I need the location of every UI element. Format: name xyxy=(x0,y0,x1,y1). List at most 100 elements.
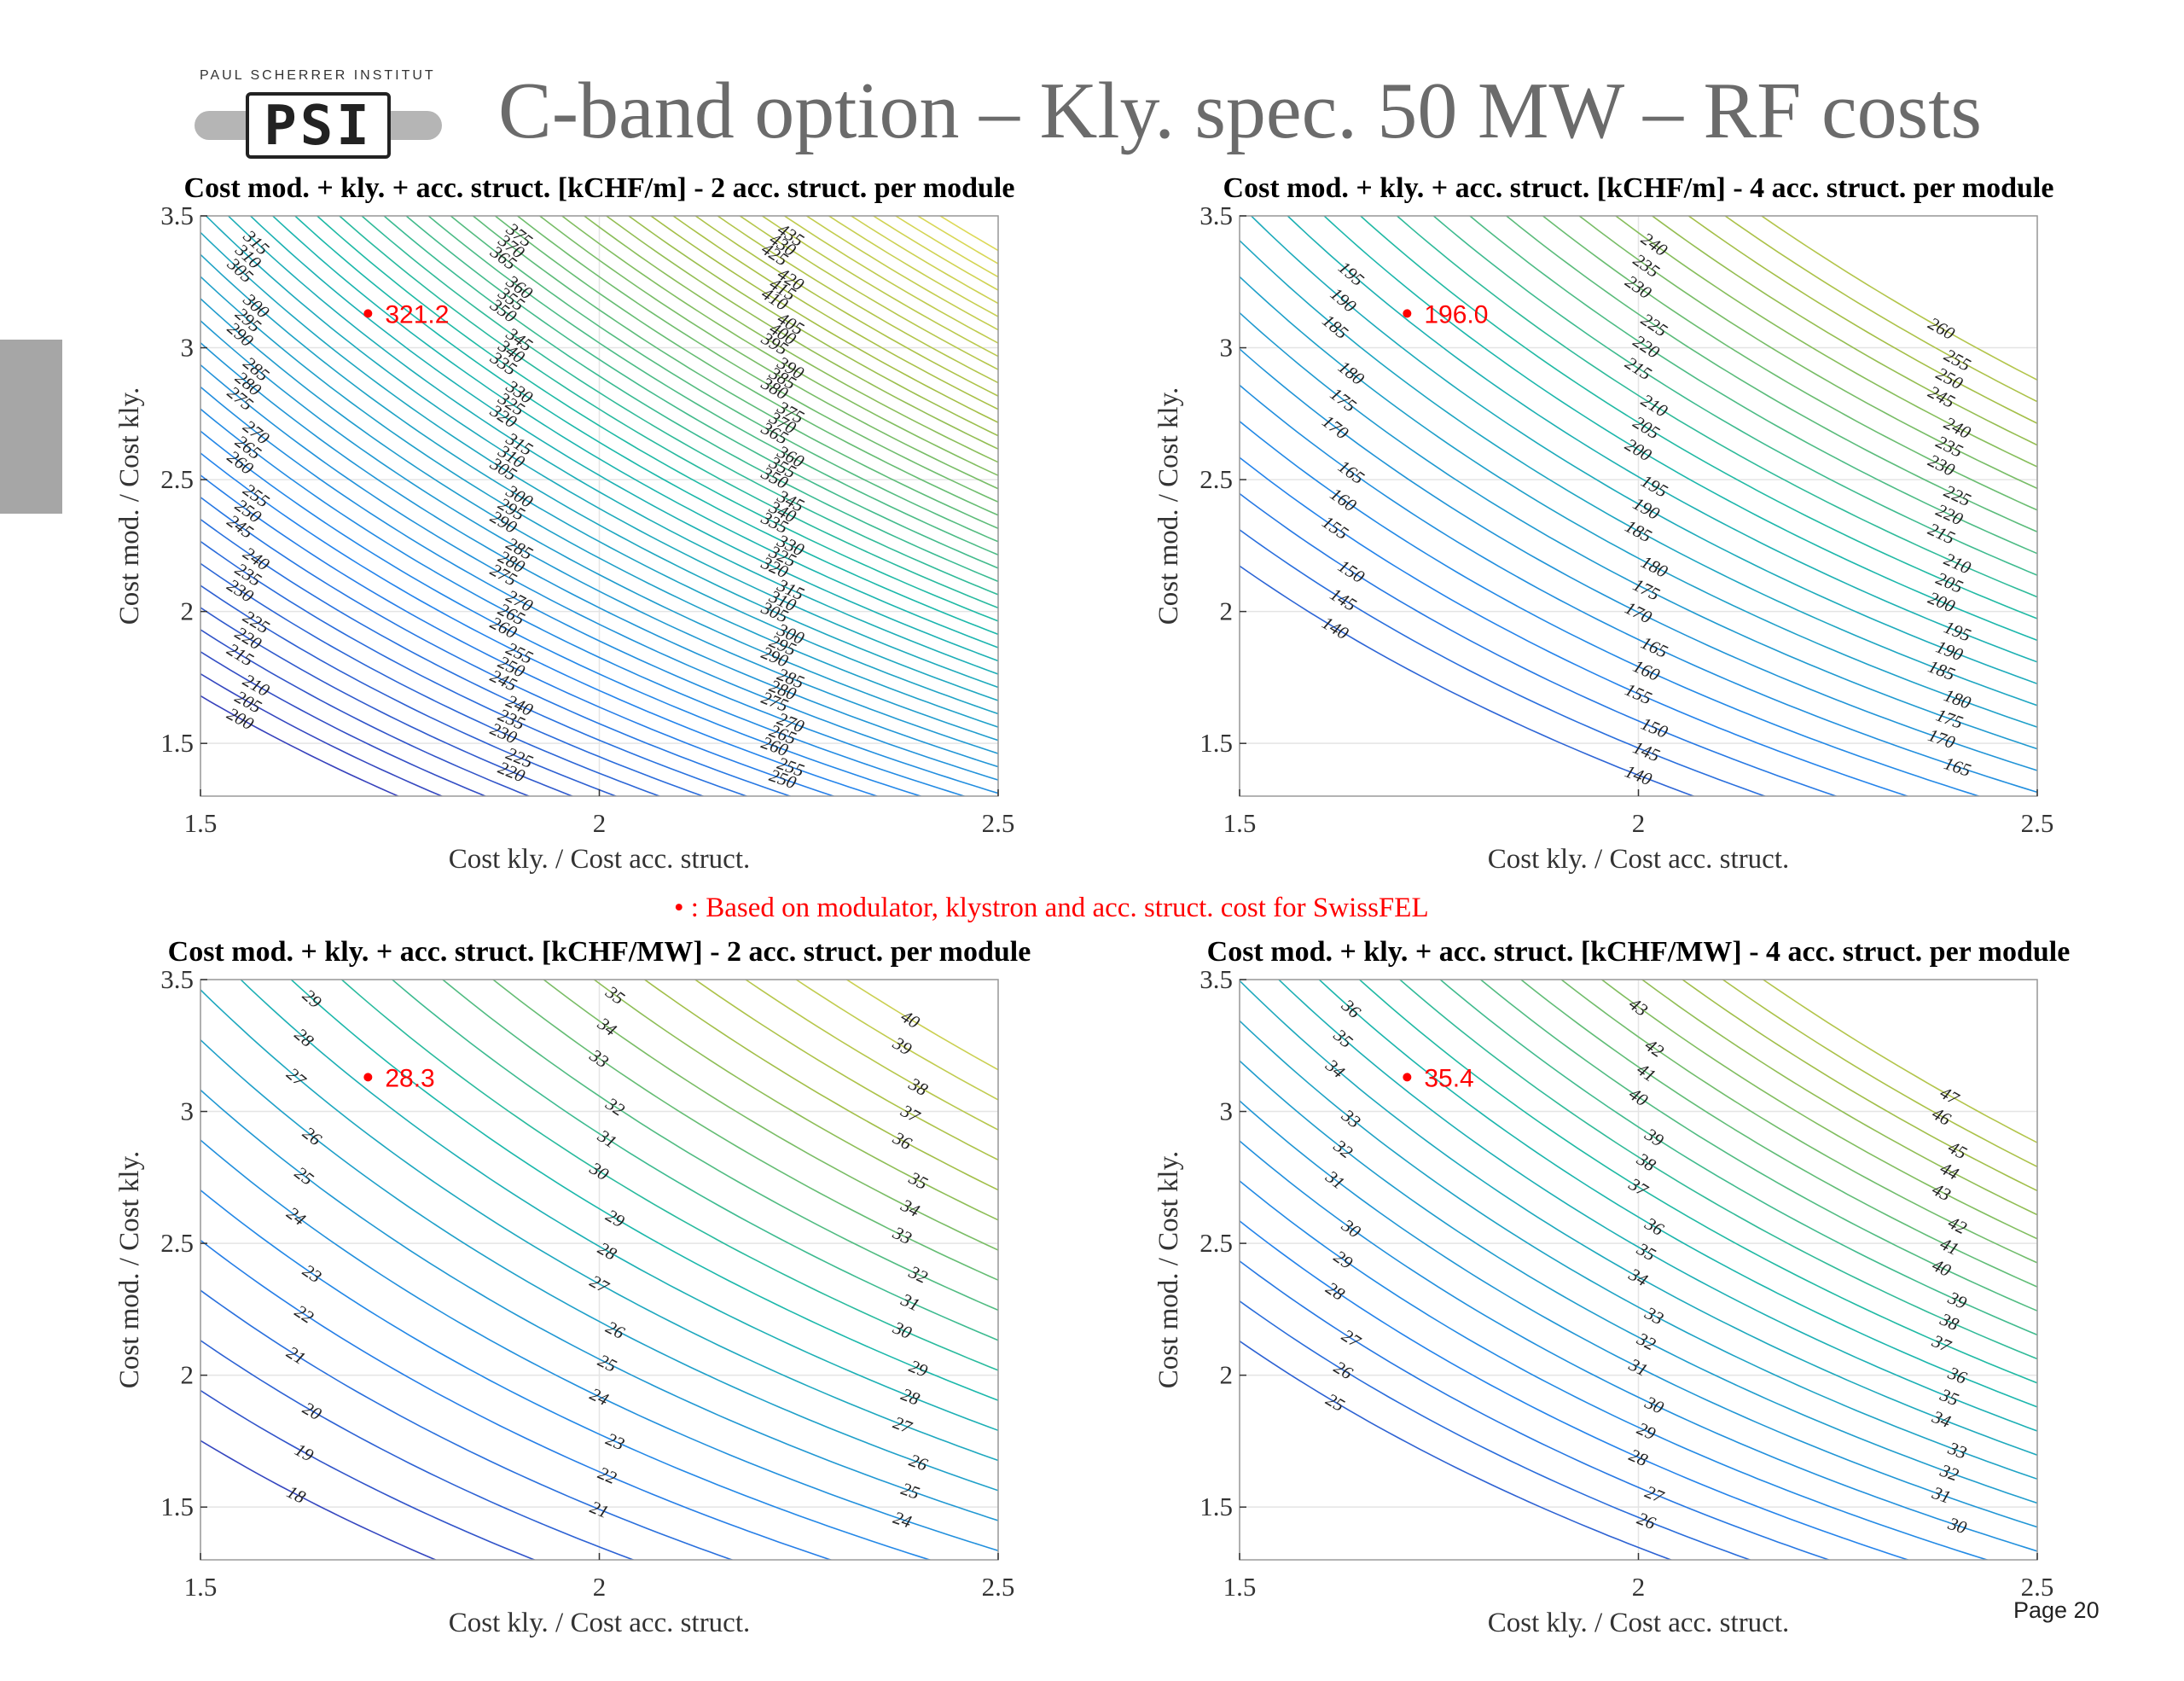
contour-line xyxy=(1240,1020,2037,1480)
contour-label: 25 xyxy=(1322,1389,1348,1416)
contour-line xyxy=(200,518,749,796)
contour-line xyxy=(643,980,998,1191)
y-tick-label: 2 xyxy=(181,1360,195,1390)
contour-label: 160 xyxy=(1327,484,1361,516)
contour-line xyxy=(1240,492,1838,796)
contour-line xyxy=(1240,384,2037,794)
contour-label: 27 xyxy=(587,1271,613,1298)
contour-label: 32 xyxy=(1633,1328,1659,1355)
contour-label: 37 xyxy=(1624,1173,1653,1201)
contour-label: 29 xyxy=(906,1356,931,1381)
contour-line xyxy=(1723,216,2037,403)
logo-mark: PSI xyxy=(264,95,373,158)
contour-line xyxy=(200,1289,735,1560)
contour-label: 27 xyxy=(1642,1481,1668,1508)
contour-line xyxy=(200,320,998,754)
contour-line xyxy=(828,216,998,317)
contour-label: 24 xyxy=(587,1383,613,1410)
contour-line xyxy=(760,216,998,358)
contour-label: 31 xyxy=(897,1288,923,1315)
contour-label: 35 xyxy=(1329,1024,1356,1052)
logo-box: PSI xyxy=(246,92,391,159)
contour-label: 26 xyxy=(602,1317,628,1343)
contour-label: 34 xyxy=(1321,1055,1350,1083)
contour-label: 145 xyxy=(1327,584,1360,615)
design-point-marker xyxy=(1403,309,1412,318)
page-number: Page 20 xyxy=(2013,1597,2100,1623)
contour-line xyxy=(200,1440,438,1560)
chart-svg: Cost mod. + kly. + acc. struct. [kCHF/MW… xyxy=(114,936,1031,1638)
x-tick-label: 1.5 xyxy=(1223,808,1257,838)
contour-line xyxy=(1542,216,2037,511)
contour-line xyxy=(1240,529,1768,796)
contour-line xyxy=(494,216,998,516)
design-point-label: 35.4 xyxy=(1424,1064,1473,1092)
chart-svg: Cost mod. + kly. + acc. struct. [kCHF/m]… xyxy=(114,172,1014,875)
contour-label: 43 xyxy=(1625,993,1652,1021)
contour-line xyxy=(200,1139,998,1551)
contour-line xyxy=(649,216,998,423)
contour-line xyxy=(1240,1060,2037,1504)
contour-line xyxy=(538,216,998,490)
contour-label: 25 xyxy=(898,1478,922,1504)
contour-label: 40 xyxy=(1625,1084,1652,1111)
contour-label: 28 xyxy=(1626,1445,1651,1471)
contour-line xyxy=(200,629,531,796)
contour-label: 18 xyxy=(283,1481,309,1508)
contour-label: 20 xyxy=(299,1398,326,1425)
chart-panel-kchf-mw-4-struct: Cost mod. + kly. + acc. struct. [kCHF/MW… xyxy=(1090,930,2097,1681)
contour-line xyxy=(227,216,998,675)
y-tick-label: 3.5 xyxy=(1199,964,1233,994)
contour-label: 27 xyxy=(282,1063,311,1091)
footnote: • : Based on modulator, klystron and acc… xyxy=(674,893,1429,923)
contour-line xyxy=(200,452,880,796)
contour-line xyxy=(382,216,998,583)
contour-line xyxy=(200,989,998,1462)
y-axis-label: Cost mod. / Cost kly. xyxy=(114,387,145,625)
x-tick-label: 1.5 xyxy=(184,808,218,838)
contour-line xyxy=(491,980,998,1281)
contour-line xyxy=(338,216,998,609)
contour-labels: 1401401451451501501551551601601651651651… xyxy=(1318,228,1974,789)
x-tick-label: 2.5 xyxy=(2021,1572,2054,1602)
contour-label: 30 xyxy=(889,1317,915,1343)
contour-line xyxy=(805,216,998,331)
contour-line xyxy=(1240,1180,1989,1560)
contour-label: 33 xyxy=(585,1044,613,1072)
contour-line xyxy=(1560,980,2037,1264)
contour-line xyxy=(316,216,998,622)
contour-line xyxy=(391,980,998,1341)
chart-title: Cost mod. + kly. + acc. struct. [kCHF/m]… xyxy=(1223,172,2054,204)
contour-line xyxy=(1359,216,2037,619)
chart-panel-kchf-mw-2-struct: Cost mod. + kly. + acc. struct. [kCHF/MW… xyxy=(51,930,1058,1681)
slide-title: C-band option – Kly. spec. 50 MW – RF co… xyxy=(498,67,1982,155)
x-tick-label: 2.5 xyxy=(982,1572,1015,1602)
contour-line xyxy=(200,540,706,796)
contour-label: 28 xyxy=(1322,1277,1349,1305)
y-tick-label: 2.5 xyxy=(160,464,194,494)
contour-line xyxy=(1614,216,2037,468)
contour-label: 32 xyxy=(1937,1460,1961,1486)
y-tick-label: 3 xyxy=(1220,333,1234,363)
contour-line xyxy=(1240,1220,1910,1560)
contour-label: 30 xyxy=(1338,1214,1365,1242)
contour-line xyxy=(1577,216,2037,490)
contour-label: 35 xyxy=(905,1167,932,1194)
contour-label: 36 xyxy=(1641,1213,1668,1240)
contour-line xyxy=(1722,980,2037,1168)
design-point-marker xyxy=(363,1073,373,1082)
contour-line xyxy=(738,216,998,370)
contour-line xyxy=(1681,980,2037,1192)
contour-label: 38 xyxy=(1633,1149,1660,1176)
contour-line xyxy=(200,386,998,794)
contour-line xyxy=(200,607,575,796)
contour-line xyxy=(516,216,998,503)
contour-line xyxy=(205,216,998,689)
contour-lines xyxy=(1240,216,2037,796)
contour-lines xyxy=(200,980,998,1560)
contour-line xyxy=(1240,1341,1673,1560)
contour-line xyxy=(200,673,444,796)
chart-svg: Cost mod. + kly. + acc. struct. [kCHF/m]… xyxy=(1153,172,2054,875)
design-point-label: 28.3 xyxy=(385,1064,434,1092)
contour-line xyxy=(1760,216,2037,381)
